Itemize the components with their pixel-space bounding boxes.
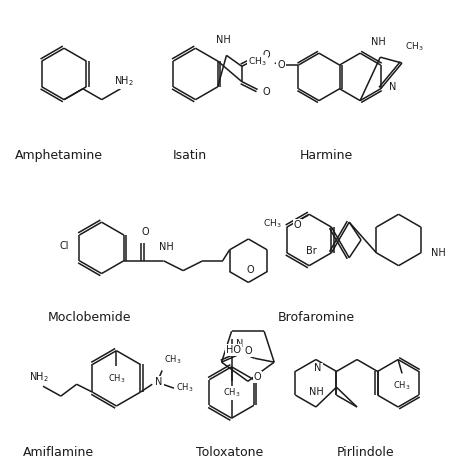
Text: O: O bbox=[246, 264, 254, 274]
Text: NH: NH bbox=[309, 387, 323, 397]
Text: CH$_3$: CH$_3$ bbox=[405, 41, 424, 53]
Text: NH$_2$: NH$_2$ bbox=[114, 74, 134, 88]
Text: CH$_3$: CH$_3$ bbox=[176, 382, 193, 394]
Text: Moclobemide: Moclobemide bbox=[47, 311, 131, 324]
Text: O: O bbox=[142, 227, 149, 237]
Text: CH$_3$: CH$_3$ bbox=[248, 56, 267, 68]
Text: Harmine: Harmine bbox=[299, 149, 353, 162]
Text: HO: HO bbox=[226, 345, 241, 356]
Text: Br: Br bbox=[306, 246, 317, 256]
Text: Isatin: Isatin bbox=[173, 149, 207, 162]
Text: Toloxatone: Toloxatone bbox=[197, 446, 264, 458]
Text: NH: NH bbox=[371, 37, 386, 47]
Text: NH: NH bbox=[216, 36, 231, 46]
Text: O: O bbox=[263, 50, 270, 60]
Text: CH$_3$: CH$_3$ bbox=[223, 387, 240, 399]
Text: O: O bbox=[263, 87, 270, 98]
Text: CH$_3$: CH$_3$ bbox=[263, 218, 282, 230]
Text: NH: NH bbox=[431, 248, 446, 258]
Text: NH: NH bbox=[159, 242, 174, 252]
Text: O: O bbox=[277, 60, 285, 70]
Text: N: N bbox=[314, 364, 321, 374]
Text: N: N bbox=[389, 82, 396, 92]
Text: O: O bbox=[244, 346, 252, 356]
Text: N: N bbox=[236, 339, 243, 349]
Text: CH$_3$: CH$_3$ bbox=[164, 354, 182, 366]
Text: N: N bbox=[155, 377, 163, 387]
Text: Pirlindole: Pirlindole bbox=[337, 446, 394, 458]
Text: Amphetamine: Amphetamine bbox=[15, 149, 103, 162]
Text: Amiflamine: Amiflamine bbox=[23, 446, 94, 458]
Text: CH$_3$: CH$_3$ bbox=[393, 379, 411, 392]
Text: O: O bbox=[254, 373, 262, 383]
Text: Brofaromine: Brofaromine bbox=[277, 311, 355, 324]
Text: O: O bbox=[293, 220, 301, 230]
Text: CH$_3$: CH$_3$ bbox=[108, 373, 125, 385]
Text: NH$_2$: NH$_2$ bbox=[29, 371, 49, 384]
Text: Cl: Cl bbox=[60, 241, 70, 251]
